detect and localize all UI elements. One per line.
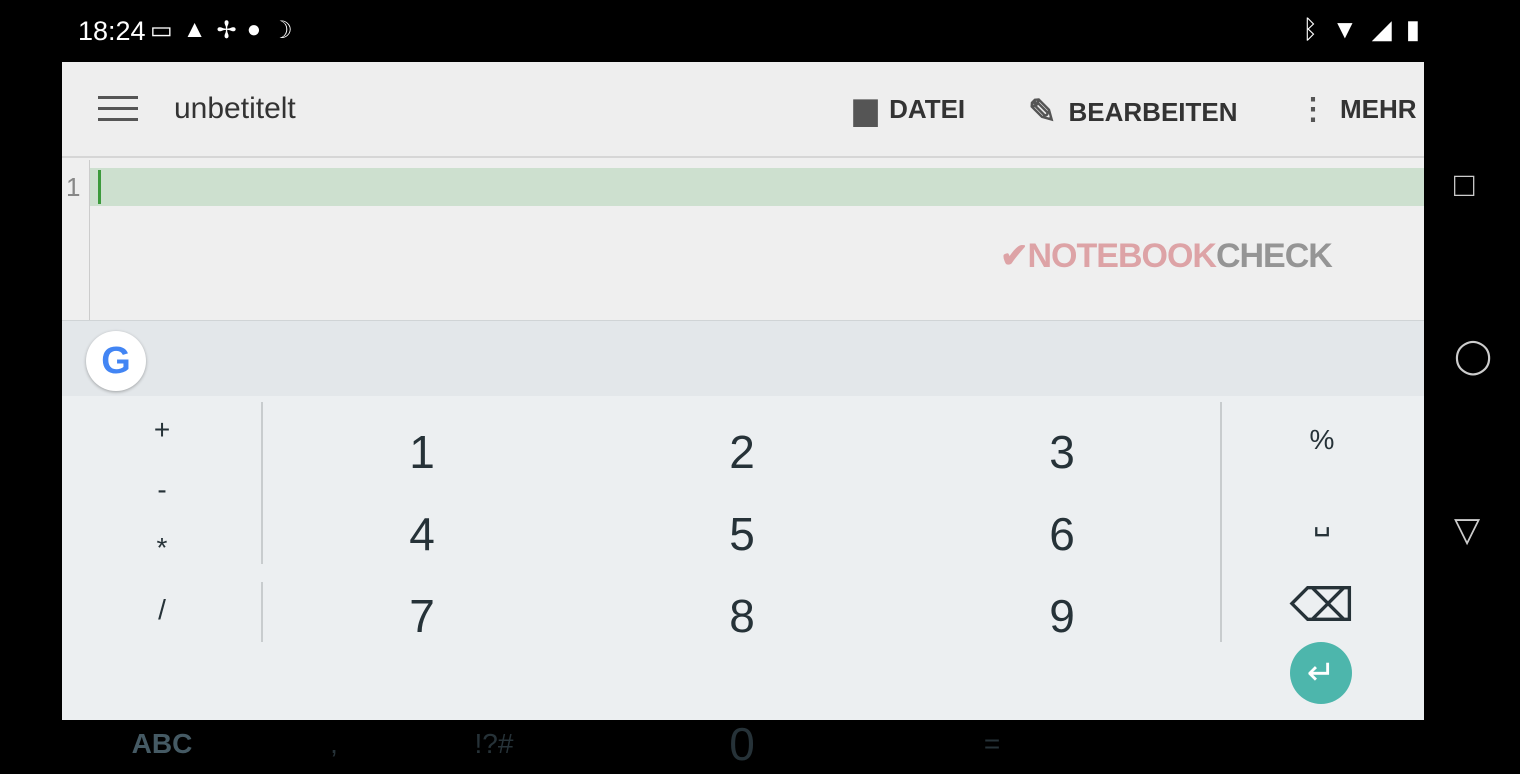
flame-icon: ●	[246, 16, 262, 43]
key-equals[interactable]: =	[983, 728, 1001, 759]
key-3[interactable]: 3	[1049, 426, 1075, 478]
hamburger-menu-icon[interactable]	[98, 96, 138, 124]
editor-app: unbetitelt ▆ DATEI ✎ BEARBEITEN ⋮ MEHR 1…	[62, 62, 1424, 770]
key-1[interactable]: 1	[409, 426, 435, 478]
gallery-icon: ▭	[150, 17, 173, 44]
key-symbols[interactable]: !?#	[474, 728, 514, 759]
divider	[261, 582, 263, 642]
more-button[interactable]: ⋮ MEHR	[1298, 93, 1417, 126]
recents-square-icon[interactable]: □	[1454, 166, 1475, 204]
key-4[interactable]: 4	[409, 508, 435, 560]
key-minus[interactable]: -	[157, 474, 167, 505]
key-space[interactable]: ␣	[1313, 504, 1331, 536]
google-icon[interactable]: G	[86, 331, 146, 391]
backspace-icon[interactable]: ⌫	[1289, 579, 1355, 631]
back-triangle-icon[interactable]: ▽	[1454, 511, 1481, 549]
home-circle-icon[interactable]: ◯	[1454, 337, 1493, 375]
signal-icon: ◢	[1371, 14, 1392, 44]
text-editor[interactable]: 1	[62, 160, 1424, 320]
key-multiply[interactable]: *	[156, 532, 168, 563]
key-divide[interactable]: /	[158, 594, 166, 625]
watermark-logo: ✔NOTEBOOKCHECK	[1000, 237, 1333, 275]
line-gutter: 1	[62, 160, 90, 320]
key-abc[interactable]: ABC	[131, 728, 193, 759]
key-9[interactable]: 9	[1049, 590, 1075, 642]
key-percent[interactable]: %	[1309, 424, 1335, 455]
line-number: 1	[66, 172, 81, 202]
edit-button[interactable]: ✎ BEARBEITEN	[1028, 93, 1238, 131]
pencil-icon: ✎	[1028, 93, 1057, 131]
key-7[interactable]: 7	[409, 590, 435, 642]
pinwheel-icon: ✢	[216, 17, 237, 44]
key-2[interactable]: 2	[729, 426, 755, 478]
moon-icon: ☽	[271, 17, 293, 44]
clock: 18:24	[78, 16, 146, 46]
file-button[interactable]: ▆ DATEI	[854, 93, 966, 126]
image-icon: ▲	[182, 16, 207, 43]
key-8[interactable]: 8	[729, 590, 755, 642]
key-6[interactable]: 6	[1049, 508, 1075, 560]
key-0[interactable]: 0	[729, 718, 755, 770]
text-cursor	[98, 170, 101, 204]
key-5[interactable]: 5	[729, 508, 755, 560]
divider	[261, 402, 263, 564]
keyboard: G + - * / 1 2 3 4 5 6 7 8 9 % ␣ ⌫ ABC , …	[62, 320, 1424, 770]
more-vert-icon: ⋮	[1298, 93, 1328, 126]
navigation-bar: □ ◯ ▽	[1424, 62, 1520, 720]
key-plus[interactable]: +	[153, 414, 171, 445]
document-title: unbetitelt	[174, 92, 296, 125]
divider	[1220, 402, 1222, 642]
status-bar: 18:24 ▭ ▲ ✢ ● ☽ ᛒ ▼ ◢ ▮	[0, 0, 1520, 62]
current-line-highlight	[90, 168, 1424, 206]
toolbar: unbetitelt ▆ DATEI ✎ BEARBEITEN ⋮ MEHR	[62, 62, 1424, 158]
wifi-icon: ▼	[1331, 14, 1358, 44]
enter-icon[interactable]: ↵	[1290, 642, 1352, 704]
battery-icon: ▮	[1405, 14, 1420, 44]
key-comma[interactable]: ,	[330, 728, 338, 759]
folder-icon: ▆	[854, 93, 878, 126]
bluetooth-icon: ᛒ	[1302, 14, 1318, 44]
suggestion-bar: G	[62, 320, 1424, 396]
